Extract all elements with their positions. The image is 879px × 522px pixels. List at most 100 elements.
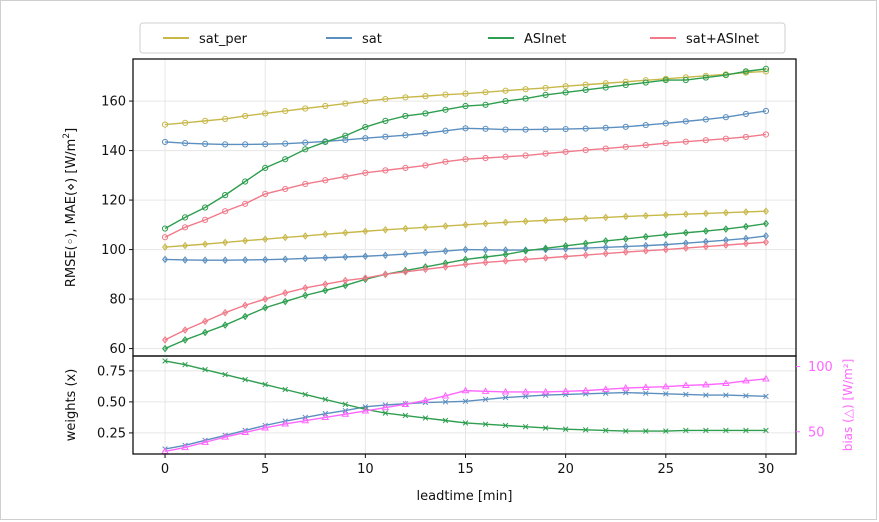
data-point [162,243,169,251]
series-line [164,70,766,126]
y-axis-label-top: RMSE(◦), MAE(⋄) [W/m2] [62,128,79,287]
data-point [262,141,269,148]
data-point [562,391,569,398]
series-line [165,235,767,261]
data-point [442,106,449,113]
data-point [542,425,549,431]
data-point [382,270,389,279]
data-point [762,219,769,228]
data-point [181,214,189,221]
data-point [222,192,229,199]
data-point [382,133,389,140]
data-point [382,95,389,103]
data-point [241,428,250,436]
data-point [462,102,469,110]
data-point [342,276,349,285]
y-tick-label: 100 [101,243,126,258]
data-point [743,427,749,434]
data-point [582,125,589,132]
data-point [342,100,349,107]
y-tick-label: 160 [101,95,126,110]
data-point [402,250,409,258]
data-point [582,239,589,248]
y-tick-label: 0.25 [97,426,126,441]
data-point [202,317,209,326]
data-point [663,391,669,397]
data-point [542,91,549,98]
data-point [442,263,449,271]
data-point [642,121,649,129]
data-point [542,84,549,92]
data-point [682,76,689,84]
data-point [462,398,469,405]
data-point [602,80,609,87]
y-tick-label: 0.50 [97,395,126,410]
data-point [662,211,669,219]
data-point [402,412,409,419]
data-point [482,396,489,403]
data-point [742,133,750,141]
data-point [562,89,569,96]
data-point [541,387,550,395]
data-point [282,107,289,115]
data-point [622,123,629,130]
data-point [722,135,729,142]
data-point [242,236,249,245]
data-point [221,433,230,440]
y-axis-label-bottom: weights (x) [64,369,79,442]
data-point [282,297,289,306]
data-point [622,143,629,150]
data-point [162,344,169,353]
legend-label: sat_per [199,32,248,47]
data-point [322,396,329,403]
data-point [222,115,229,122]
data-point [522,86,529,93]
data-point [362,169,369,176]
series-sat_per-RMSE [161,68,770,128]
data-point [682,244,689,252]
data-point [642,241,649,250]
data-point [222,141,229,148]
data-point [482,421,489,427]
data-point [762,207,769,216]
data-point [723,427,729,434]
data-point [162,255,169,264]
data-point [502,126,509,133]
data-point [222,256,229,265]
data-point [242,141,249,148]
data-point [442,247,449,255]
data-point [262,164,269,171]
data-point [422,93,429,100]
series-sat-RMSE [161,107,770,148]
data-point [161,121,169,128]
data-point [262,190,269,197]
data-point [422,248,429,257]
data-point [302,254,309,263]
data-point [742,239,749,248]
x-axis-label: leadtime [min] [417,489,513,504]
data-point [381,403,390,411]
data-point [622,212,629,221]
data-point [202,204,209,211]
data-point [662,120,669,127]
data-point [362,97,369,105]
data-point [762,374,770,382]
data-point [582,146,589,154]
data-point [602,84,609,91]
data-point [462,245,469,254]
data-point [722,236,729,244]
series-sat_per-MAE [162,207,769,251]
data-point [261,423,270,431]
data-point [242,178,249,185]
data-point [342,136,349,144]
data-point [562,215,569,224]
data-point [502,422,509,429]
data-point [442,417,449,424]
data-point [642,211,649,220]
data-point [663,428,669,434]
data-point [562,252,569,261]
data-point [522,217,529,226]
data-point [723,392,729,398]
data-point [703,392,709,398]
data-point [262,110,269,117]
